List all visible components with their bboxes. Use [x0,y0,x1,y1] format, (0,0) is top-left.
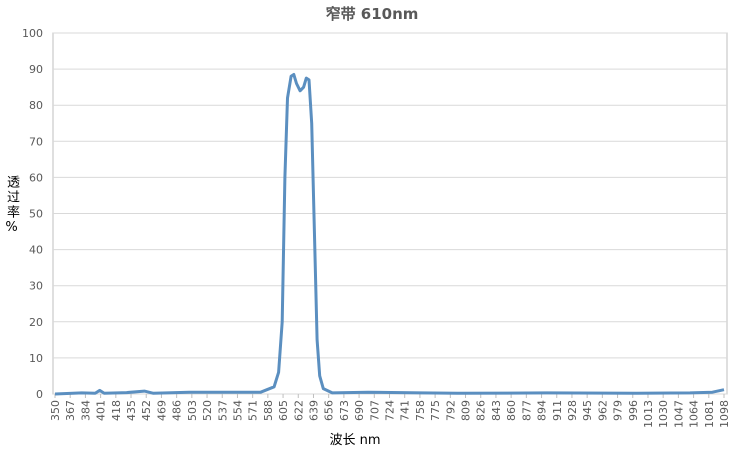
x-tick-label: 571 [247,400,260,421]
x-tick-label: 809 [460,400,473,421]
x-tick-label: 962 [596,400,609,421]
x-tick-label: 843 [490,400,503,421]
x-tick-label: 1047 [672,400,685,428]
y-tick-label: 30 [29,280,43,293]
x-tick-label: 758 [414,400,427,421]
x-tick-label: 707 [368,400,381,421]
x-tick-label: 673 [338,400,351,421]
chart-title: 窄带 610nm [326,5,419,23]
x-tick-label: 860 [505,400,518,421]
x-axis-title: 波长 nm [329,433,380,448]
x-tick-label: 537 [216,400,229,421]
x-tick-label: 775 [429,400,442,421]
x-tick-label: 877 [520,400,533,421]
x-tick-label: 690 [353,400,366,421]
x-tick-label: 1064 [688,400,701,428]
x-tick-label: 554 [231,400,244,421]
y-tick-label: 90 [29,63,43,76]
x-tick-label: 792 [444,400,457,421]
x-tick-label: 588 [262,400,275,421]
y-axis-title: 透过率% [4,175,19,237]
x-tick-label: 622 [292,400,305,421]
y-tick-label: 50 [29,208,43,221]
x-tick-label: 656 [323,400,336,421]
x-tick-label: 979 [612,400,625,421]
x-tick-label: 384 [79,400,92,421]
x-tick-label: 520 [201,400,214,421]
x-tick-label: 826 [475,400,488,421]
x-tick-label: 486 [171,400,184,421]
x-tick-label: 401 [95,400,108,421]
x-tick-label: 996 [627,400,640,421]
y-tick-label: 100 [22,27,43,40]
x-tick-label: 452 [140,400,153,421]
x-tick-label: 503 [186,400,199,421]
x-tick-label: 639 [307,400,320,421]
x-tick-label: 469 [155,400,168,421]
x-tick-label: 1081 [703,400,716,428]
x-tick-label: 945 [581,400,594,421]
y-tick-label: 40 [29,244,43,257]
x-tick-label: 724 [384,400,397,421]
x-tick-label: 1098 [718,400,731,428]
x-tick-label: 741 [399,400,412,421]
y-tick-label: 0 [36,388,43,401]
y-tick-label: 10 [29,352,43,365]
x-tick-label: 928 [566,400,579,421]
y-tick-label: 80 [29,99,43,112]
x-tick-label: 911 [551,400,564,421]
y-tick-label: 20 [29,316,43,329]
y-tick-label: 60 [29,171,43,184]
x-tick-label: 350 [49,400,62,421]
x-tick-label: 1030 [657,400,670,428]
x-tick-label: 367 [64,400,77,421]
x-tick-label: 894 [536,400,549,421]
x-tick-label: 1013 [642,400,655,428]
x-tick-label: 605 [277,400,290,421]
x-tick-label: 418 [110,400,123,421]
series-line [54,73,725,396]
y-tick-label: 70 [29,135,43,148]
x-tick-label: 435 [125,400,138,421]
